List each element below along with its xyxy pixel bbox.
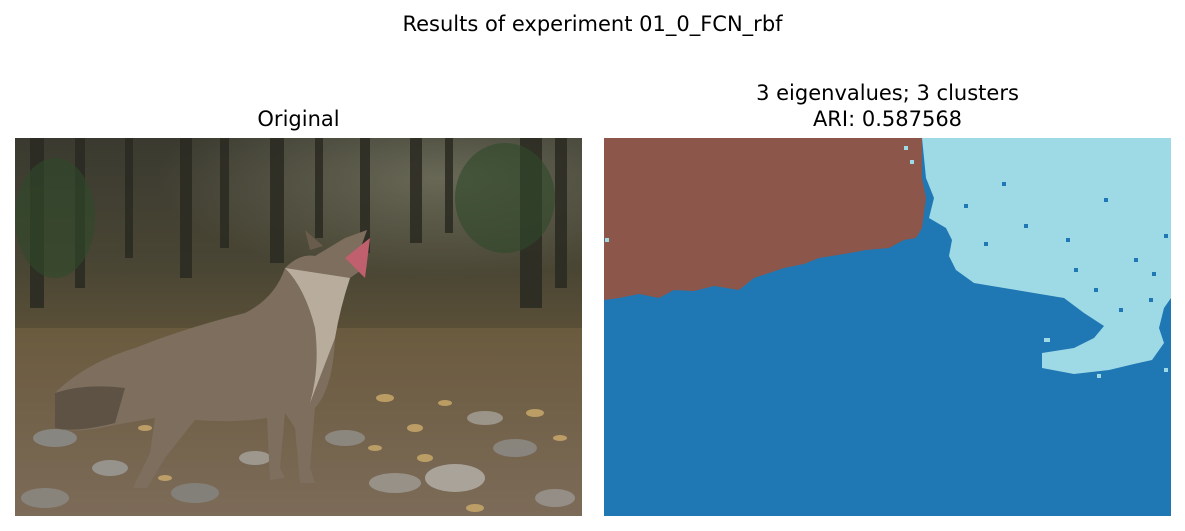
segmentation-image <box>604 138 1171 516</box>
figure-suptitle: Results of experiment 01_0_FCN_rbf <box>402 12 783 36</box>
cluster-speckles-blue <box>964 182 1168 312</box>
segmentation-title: 3 eigenvalues; 3 clusters ARI: 0.587568 <box>604 80 1171 132</box>
cluster-speckles-light <box>605 146 1168 378</box>
original-image <box>15 138 582 516</box>
cluster-speckles-brown <box>900 150 920 172</box>
original-title: Original <box>257 107 340 131</box>
cluster-region-light <box>922 138 1171 374</box>
coyote-shape <box>55 230 370 488</box>
segmentation-title-line2: ARI: 0.587568 <box>812 107 963 131</box>
segmentation-title-line1: 3 eigenvalues; 3 clusters <box>756 81 1019 105</box>
cluster-region-brown <box>604 138 926 300</box>
segmentation-map <box>604 138 1171 516</box>
